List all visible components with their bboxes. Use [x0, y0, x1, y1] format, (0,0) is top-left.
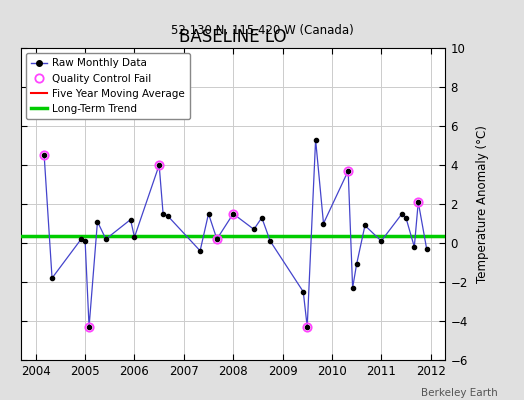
Text: 52.130 N, 115.420 W (Canada): 52.130 N, 115.420 W (Canada) [171, 24, 353, 37]
Legend: Raw Monthly Data, Quality Control Fail, Five Year Moving Average, Long-Term Tren: Raw Monthly Data, Quality Control Fail, … [26, 53, 190, 119]
Title: BASELINE LO: BASELINE LO [179, 28, 287, 46]
Text: Berkeley Earth: Berkeley Earth [421, 388, 498, 398]
Y-axis label: Temperature Anomaly (°C): Temperature Anomaly (°C) [476, 125, 489, 283]
